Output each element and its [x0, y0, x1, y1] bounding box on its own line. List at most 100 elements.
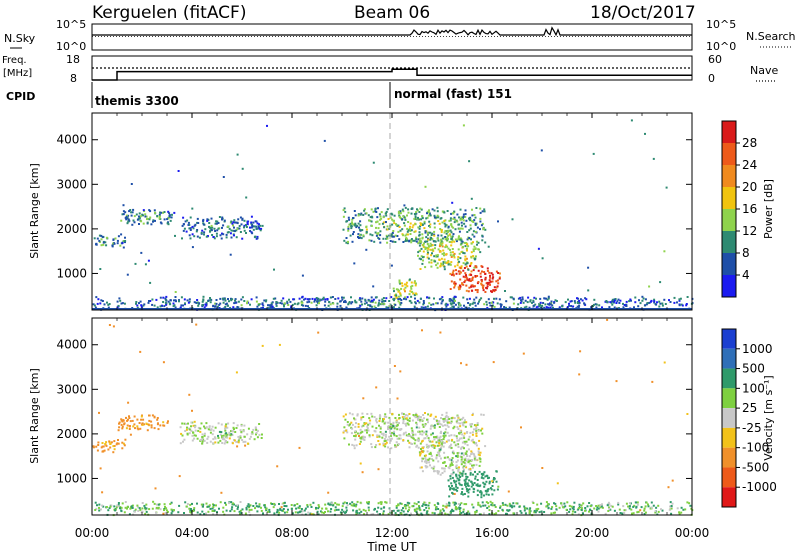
scatter-mark: [239, 509, 242, 512]
scatter-mark: [481, 222, 484, 225]
scatter-mark: [465, 488, 468, 490]
stray-mark: [134, 262, 137, 265]
stray-mark: [652, 157, 655, 160]
scatter-mark: [443, 436, 446, 439]
scatter-mark: [346, 423, 349, 426]
scatter-mark: [353, 210, 356, 212]
scatter-mark: [350, 421, 353, 424]
stray-mark: [467, 268, 470, 271]
stray-mark: [112, 325, 115, 328]
scatter-mark: [377, 227, 380, 230]
scatter-mark: [481, 270, 483, 273]
scatter-mark: [522, 301, 525, 304]
scatter-mark: [420, 247, 423, 250]
date-title: 18/Oct/2017: [590, 3, 696, 23]
scatter-mark: [424, 412, 426, 414]
scatter-mark: [355, 422, 357, 425]
scatter-mark: [214, 230, 217, 232]
scatter-mark: [226, 436, 229, 439]
scatter-mark: [418, 237, 421, 240]
scatter-mark: [271, 503, 274, 505]
scatter-mark: [350, 302, 353, 305]
scatter-mark: [242, 440, 245, 443]
scatter-mark: [298, 297, 301, 300]
scatter-mark: [190, 425, 192, 428]
scatter-mark: [379, 415, 382, 418]
scatter-mark: [438, 451, 440, 454]
scatter-mark: [99, 302, 102, 305]
scatter-mark: [452, 452, 455, 455]
scatter-mark: [146, 429, 149, 432]
scatter-mark: [401, 416, 404, 419]
scatter-mark: [535, 508, 538, 511]
scatter-mark: [436, 451, 439, 454]
scatter-mark: [183, 227, 186, 230]
scatter-mark: [115, 506, 118, 509]
scatter-mark: [166, 421, 169, 424]
scatter-mark: [395, 293, 397, 296]
scatter-mark: [479, 251, 482, 254]
scatter-mark: [670, 507, 673, 510]
scatter-mark: [420, 418, 423, 421]
scatter-mark: [613, 300, 615, 303]
scatter-mark: [458, 303, 461, 306]
scatter-mark: [467, 279, 470, 282]
scatter-mark: [533, 296, 536, 299]
scatter-mark: [433, 436, 435, 439]
stray-mark: [99, 467, 102, 470]
scatter-mark: [377, 302, 380, 305]
scatter-mark: [392, 219, 395, 222]
scatter-mark: [529, 299, 532, 302]
scatter-mark: [622, 302, 624, 305]
scatter-mark: [290, 504, 293, 506]
scatter-mark: [366, 427, 369, 430]
scatter-mark: [450, 231, 453, 234]
scatter-mark: [444, 419, 447, 422]
scatter-mark: [164, 298, 167, 301]
scatter-mark: [202, 295, 205, 298]
scatter-mark: [421, 306, 424, 309]
scatter-mark: [525, 305, 528, 308]
scatter-mark: [433, 233, 436, 236]
scatter-mark: [375, 221, 377, 224]
scatter-mark: [435, 436, 437, 438]
scatter-mark: [508, 306, 511, 309]
scatter-mark: [225, 236, 228, 239]
scatter-mark: [437, 460, 440, 463]
scatter-mark: [331, 296, 334, 298]
scatter-mark: [495, 286, 498, 289]
scatter-mark: [446, 236, 449, 239]
scatter-mark: [384, 443, 387, 445]
scatter-mark: [611, 300, 614, 303]
scatter-mark: [421, 457, 423, 460]
scatter-mark: [580, 507, 583, 510]
scatter-mark: [628, 507, 631, 510]
scatter-mark: [455, 473, 458, 476]
scatter-mark: [351, 427, 354, 430]
scatter-mark: [470, 450, 473, 453]
scatter-mark: [413, 213, 416, 215]
scatter-mark: [488, 301, 491, 304]
stray-mark: [453, 493, 456, 495]
scatter-mark: [357, 237, 360, 239]
scatter-mark: [381, 436, 384, 439]
scatter-mark: [245, 226, 248, 228]
scatter-mark: [167, 223, 170, 226]
scatter-mark: [449, 512, 452, 515]
scatter-mark: [528, 512, 531, 514]
scatter-mark: [387, 428, 389, 430]
scatter-mark: [471, 277, 474, 280]
scatter-mark: [668, 299, 670, 302]
scatter-mark: [370, 305, 373, 308]
scatter-mark: [440, 302, 443, 305]
scatter-mark: [455, 465, 458, 468]
scatter-mark: [419, 433, 422, 436]
stray-mark: [236, 445, 239, 448]
scatter-mark: [690, 507, 693, 510]
scatter-mark: [470, 238, 472, 241]
scatter-mark: [448, 299, 451, 302]
scatter-mark: [411, 207, 414, 210]
scatter-mark: [633, 504, 636, 507]
scatter-mark: [459, 437, 462, 440]
scatter-mark: [205, 512, 207, 515]
